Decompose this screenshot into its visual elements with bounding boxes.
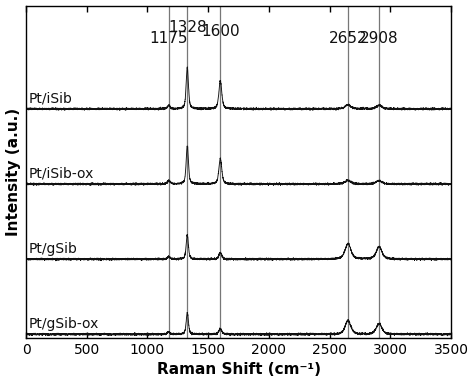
- Text: Pt/iSib: Pt/iSib: [28, 92, 73, 106]
- X-axis label: Raman Shift (cm⁻¹): Raman Shift (cm⁻¹): [156, 362, 320, 377]
- Text: Pt/gSib: Pt/gSib: [28, 242, 77, 256]
- Text: 1175: 1175: [149, 31, 188, 46]
- Text: 2652: 2652: [328, 31, 367, 46]
- Text: 1600: 1600: [201, 24, 240, 39]
- Text: 2908: 2908: [360, 31, 399, 46]
- Text: Pt/iSib-ox: Pt/iSib-ox: [28, 167, 94, 181]
- Y-axis label: Intensity (a.u.): Intensity (a.u.): [6, 108, 20, 236]
- Text: 1328: 1328: [168, 20, 207, 35]
- Text: Pt/gSib-ox: Pt/gSib-ox: [28, 317, 99, 331]
